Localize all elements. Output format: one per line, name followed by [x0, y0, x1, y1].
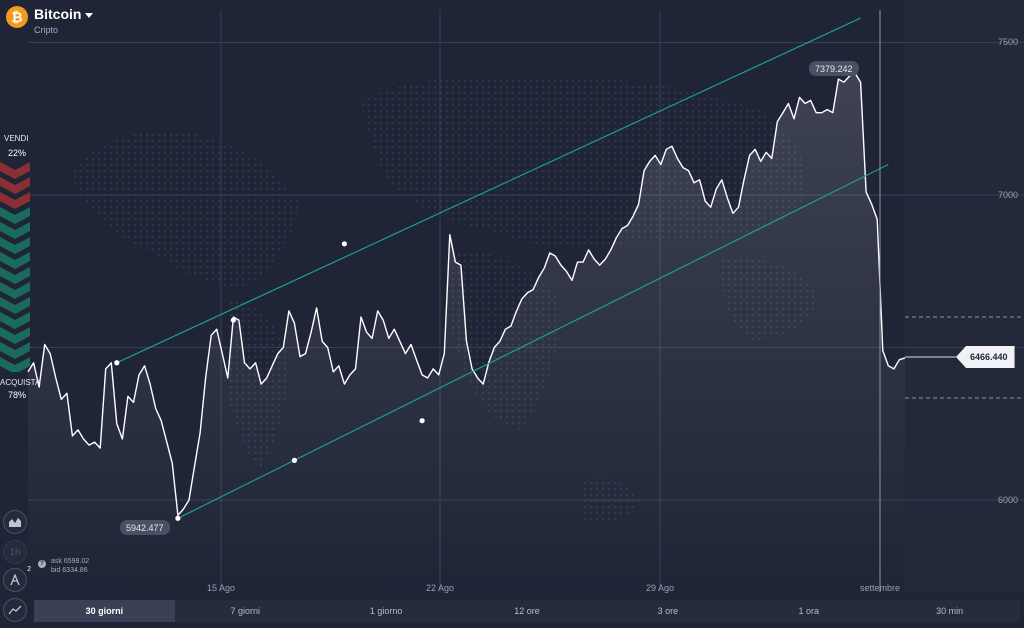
buy-chevron [0, 252, 30, 269]
sell-chevron [0, 192, 30, 209]
sell-chevron [0, 177, 30, 194]
buy-chevron [0, 282, 30, 299]
period-tab[interactable]: 30 min [936, 606, 964, 616]
period-tab[interactable]: 1 giorno [369, 606, 403, 616]
channel-anchor-point[interactable] [230, 317, 236, 323]
x-tick-label: 15 Ago [206, 583, 236, 593]
buy-chevron [0, 222, 30, 239]
quote-info: ? ask 6598.02 bid 6334.86 [38, 557, 89, 575]
drawing-tools-button[interactable] [3, 598, 27, 622]
asset-selector[interactable]: Bitcoin [34, 6, 94, 22]
low-price-bubble: 5942.477 [120, 520, 170, 535]
info-icon[interactable]: ? [38, 560, 46, 568]
indicators-button[interactable]: 2 [3, 566, 31, 592]
ask-price: ask 6598.02 [51, 558, 90, 565]
sentiment-bar [0, 162, 30, 372]
sell-label: VENDI [4, 134, 29, 143]
future-zone [905, 0, 1024, 592]
channel-anchor-point[interactable] [291, 457, 298, 463]
buy-chevron [0, 327, 30, 344]
sell-chevron [0, 162, 30, 179]
period-tab[interactable]: 3 ore [657, 606, 679, 616]
indicators-icon [10, 574, 20, 586]
y-tick-label: 6000 [997, 495, 1018, 505]
period-tab[interactable]: 30 giorni [34, 600, 175, 622]
period-tab[interactable]: 1 ora [798, 606, 819, 616]
buy-chevron [0, 207, 30, 224]
period-tab[interactable]: 7 giorni [230, 606, 261, 616]
channel-lines[interactable] [114, 17, 889, 521]
buy-chevron [0, 312, 30, 329]
y-tick-label: 7000 [997, 190, 1018, 200]
asset-header: ₿ Bitcoin Cripto [6, 6, 94, 35]
buy-chevron [0, 297, 30, 314]
asset-name: Bitcoin [34, 6, 82, 22]
buy-chevron [0, 342, 30, 359]
y-tick-label: 7500 [997, 37, 1018, 47]
upper-channel-line[interactable] [116, 17, 861, 364]
period-selector: 30 giorni 7 giorni 1 giorno 12 ore 3 ore 1 or… [34, 600, 1020, 622]
price-area [28, 73, 905, 592]
buy-chevron [0, 357, 30, 372]
channel-anchor-point[interactable] [341, 241, 347, 247]
bitcoin-icon: ₿ [6, 6, 28, 28]
period-tab[interactable]: 12 ore [514, 606, 540, 616]
current-price-tag: 6466.440 [956, 346, 1015, 368]
trend-line-icon [8, 605, 22, 615]
indicators-count-badge: 2 [27, 566, 31, 573]
area-chart-icon [9, 518, 21, 527]
channel-anchor-point[interactable] [114, 360, 120, 366]
high-price-bubble: 7379.242 [809, 61, 859, 76]
buy-chevron [0, 267, 30, 284]
timeframe-button[interactable]: 1h [3, 540, 27, 564]
asset-category: Cripto [34, 25, 59, 35]
chart-type-button[interactable] [3, 510, 27, 534]
channel-anchor-point[interactable] [419, 418, 425, 424]
channel-anchor-point[interactable] [175, 515, 181, 521]
x-tick-label: 22 Ago [425, 583, 455, 593]
timeframe-label: 1h [9, 546, 21, 558]
x-tick-label: 29 Ago [645, 583, 675, 593]
bid-price: bid 6334.86 [51, 567, 88, 574]
buy-chevron [0, 237, 30, 254]
x-tick-label: settembre [859, 583, 901, 593]
buy-percent: 78% [8, 390, 27, 400]
sell-percent: 22% [8, 148, 27, 158]
price-line [27, 72, 906, 516]
chevron-down-icon [85, 12, 94, 18]
buy-label: ACQUISTA [0, 378, 41, 387]
